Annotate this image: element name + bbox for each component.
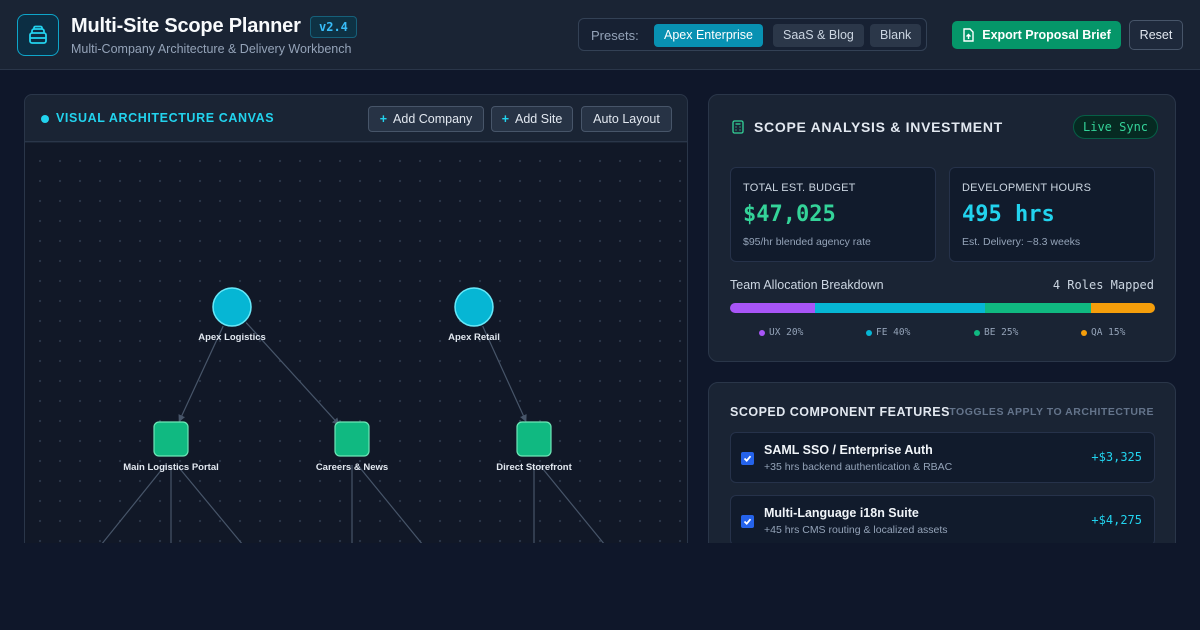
legend-ux-label: UX 20% [769, 327, 804, 338]
architecture-canvas-panel: VISUAL ARCHITECTURE CANVAS + Add Company… [24, 94, 688, 554]
presets-label: Presets: [591, 28, 639, 43]
feature-desc: +35 hrs backend authentication & RBAC [764, 461, 953, 473]
feature-name: Multi-Language i18n Suite [764, 506, 919, 520]
canvas-title: VISUAL ARCHITECTURE CANVAS [56, 111, 275, 125]
legend-qa: QA 15% [1081, 327, 1125, 338]
legend-be-label: BE 25% [984, 327, 1019, 338]
plus-icon: + [501, 112, 510, 126]
live-sync-badge: Live Sync [1073, 115, 1159, 139]
edge-s1-child-0 [100, 464, 166, 546]
allocation-segment-be [985, 303, 1092, 313]
calculator-icon [732, 120, 744, 134]
presets-group: Presets: Apex Enterprise SaaS & Blog Bla… [578, 18, 927, 51]
preset-apex-enterprise-button[interactable]: Apex Enterprise [654, 24, 763, 47]
page-background [0, 543, 1200, 630]
edge-s1-child-2 [176, 464, 244, 546]
export-label: Export Proposal Brief [982, 28, 1111, 42]
app-header: Multi-Site Scope Planner v2.4 Multi-Comp… [0, 0, 1200, 70]
legend-fe: FE 40% [866, 327, 910, 338]
hours-note: Est. Delivery: ~8.3 weeks [962, 236, 1081, 248]
version-badge: v2.4 [310, 16, 357, 38]
features-panel: SCOPED COMPONENT FEATURES TOGGLES APPLY … [708, 382, 1176, 554]
site-node[interactable] [516, 421, 552, 457]
hours-card: DEVELOPMENT HOURS 495 hrs Est. Delivery:… [949, 167, 1155, 262]
feature-row-i18n[interactable]: Multi-Language i18n Suite +45 hrs CMS ro… [730, 495, 1155, 546]
feature-checkbox[interactable] [741, 452, 754, 465]
feature-name: SAML SSO / Enterprise Auth [764, 443, 933, 457]
company-node[interactable] [454, 287, 494, 327]
scope-title: SCOPE ANALYSIS & INVESTMENT [754, 119, 1003, 135]
feature-desc: +45 hrs CMS routing & localized assets [764, 524, 948, 536]
checkmark-icon [743, 518, 752, 526]
hours-value: 495 hrs [962, 202, 1055, 227]
feature-checkbox[interactable] [741, 515, 754, 528]
site-node-label: Careers & News [316, 462, 388, 473]
add-site-label: Add Site [515, 112, 563, 126]
allocation-segment-ux [730, 303, 815, 313]
legend-ux: UX 20% [759, 327, 803, 338]
allocation-segment-qa [1091, 303, 1155, 313]
legend-qa-label: QA 15% [1091, 327, 1126, 338]
plus-icon: + [379, 112, 388, 126]
export-proposal-button[interactable]: Export Proposal Brief [952, 21, 1121, 49]
budget-label: TOTAL EST. BUDGET [743, 182, 856, 194]
features-title: SCOPED COMPONENT FEATURES [730, 405, 950, 419]
edge-c1-s2 [245, 322, 340, 426]
auto-layout-button[interactable]: Auto Layout [581, 106, 672, 132]
allocation-label: Team Allocation Breakdown [730, 278, 884, 292]
edge-c2-s3 [482, 325, 527, 423]
site-node-label: Main Logistics Portal [123, 462, 219, 473]
architecture-graph[interactable]: Apex Logistics Apex Retail Main Logistics … [25, 143, 688, 554]
company-node-label: Apex Logistics [198, 332, 266, 343]
canvas-area[interactable]: Apex Logistics Apex Retail Main Logistics … [25, 143, 688, 554]
qa-dot-icon [1081, 329, 1087, 336]
layers-stack-icon [17, 14, 59, 56]
allocation-count: 4 Roles Mapped [1052, 278, 1154, 292]
company-node[interactable] [212, 287, 252, 327]
app-title: Multi-Site Scope Planner [71, 15, 301, 37]
budget-note: $95/hr blended agency rate [743, 236, 871, 248]
site-node-label: Direct Storefront [496, 462, 572, 473]
edge-c1-s1 [178, 325, 224, 423]
feature-cost: +$3,325 [1091, 450, 1142, 464]
budget-value: $47,025 [743, 202, 836, 227]
site-node[interactable] [153, 421, 189, 457]
hours-label: DEVELOPMENT HOURS [962, 182, 1092, 194]
feature-row-saml-sso[interactable]: SAML SSO / Enterprise Auth +35 hrs backe… [730, 432, 1155, 483]
fe-dot-icon [866, 329, 872, 336]
scope-analysis-panel: SCOPE ANALYSIS & INVESTMENT Live Sync TO… [708, 94, 1176, 362]
be-dot-icon [974, 329, 980, 336]
legend-be: BE 25% [974, 327, 1018, 338]
legend-fe-label: FE 40% [876, 327, 911, 338]
checkmark-icon [743, 455, 752, 463]
budget-card: TOTAL EST. BUDGET $47,025 $95/hr blended… [730, 167, 936, 262]
edge-s3-child-1 [539, 464, 606, 546]
allocation-bar [730, 303, 1155, 313]
status-dot-icon [41, 115, 49, 123]
preset-blank-button[interactable]: Blank [870, 24, 922, 47]
preset-saas-blog-button[interactable]: SaaS & Blog [773, 24, 864, 47]
features-hint: TOGGLES APPLY TO ARCHITECTURE [949, 406, 1154, 418]
canvas-toolbar: VISUAL ARCHITECTURE CANVAS + Add Company… [25, 95, 687, 142]
reset-button[interactable]: Reset [1129, 20, 1183, 50]
file-export-icon [963, 28, 974, 42]
feature-cost: +$4,275 [1091, 513, 1142, 527]
company-node-label: Apex Retail [448, 332, 500, 343]
site-node[interactable] [334, 421, 370, 457]
add-site-button[interactable]: + Add Site [491, 106, 573, 132]
ux-dot-icon [759, 329, 765, 336]
app-subtitle: Multi-Company Architecture & Delivery Wo… [71, 42, 352, 56]
allocation-segment-fe [815, 303, 985, 313]
edge-s2-child-1 [357, 464, 424, 546]
add-company-button[interactable]: + Add Company [368, 106, 484, 132]
add-company-label: Add Company [393, 112, 473, 126]
